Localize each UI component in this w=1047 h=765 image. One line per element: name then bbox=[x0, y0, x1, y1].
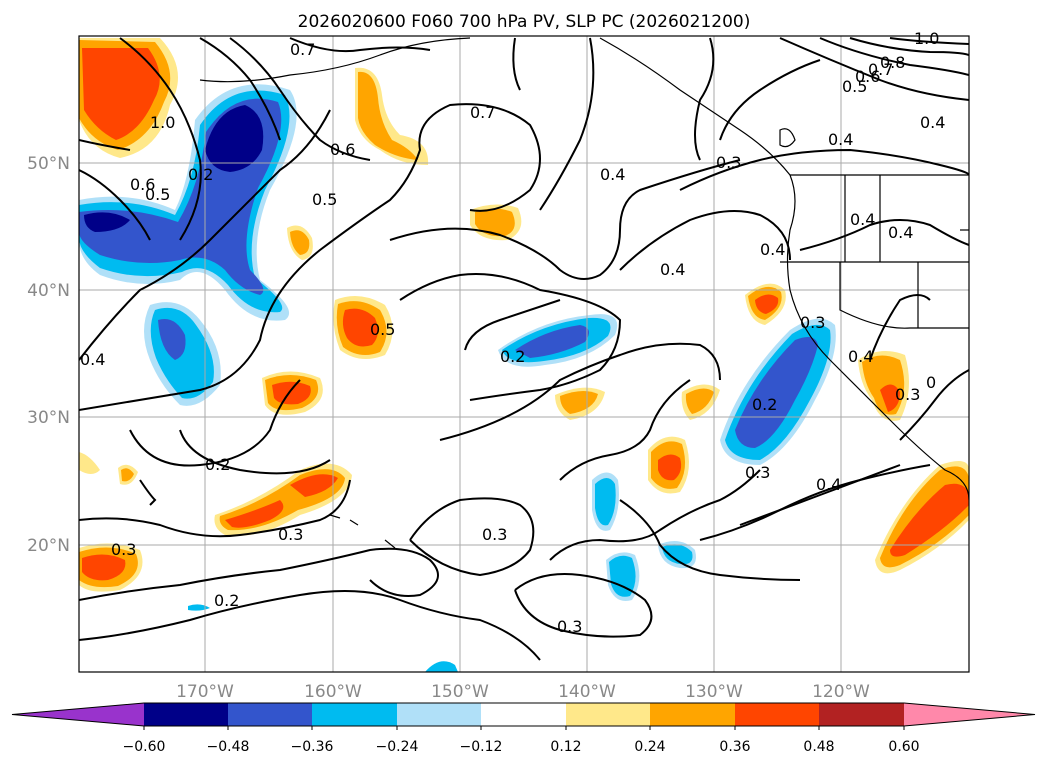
colorbar-tick: 0.36 bbox=[719, 739, 750, 755]
contour-label: 0.2 bbox=[500, 347, 525, 366]
lon-labels: 170°W 160°W 150°W 140°W 130°W 120°W bbox=[176, 682, 870, 702]
colorbar-tick: −0.12 bbox=[460, 739, 503, 755]
contour-label: 0.4 bbox=[660, 260, 685, 279]
contour-label: 0.4 bbox=[828, 130, 853, 149]
colorbar-extension-low bbox=[12, 703, 144, 726]
contour-label: 0.8 bbox=[880, 53, 905, 72]
contour-label: 0.2 bbox=[188, 165, 213, 184]
lon-label: 130°W bbox=[685, 682, 743, 702]
contour-label: 1.0 bbox=[914, 29, 939, 48]
contour-label: 0.7 bbox=[290, 40, 315, 59]
colorbar-tick: −0.48 bbox=[207, 739, 250, 755]
contour-label: 0.7 bbox=[868, 60, 893, 79]
colorbar-segment bbox=[650, 703, 735, 726]
contour-label: 0.3 bbox=[800, 313, 825, 332]
graticule bbox=[79, 36, 969, 672]
contour-label: 0.2 bbox=[214, 591, 239, 610]
contour-label: 0.7 bbox=[470, 103, 495, 122]
contour-label: 0.3 bbox=[482, 525, 507, 544]
colorbar-tick: −0.60 bbox=[123, 739, 166, 755]
colorbar-segment bbox=[397, 703, 481, 726]
colorbar-tick: 0.48 bbox=[803, 739, 834, 755]
contour-label: 0.5 bbox=[312, 190, 337, 209]
lat-label: 50°N bbox=[27, 154, 70, 174]
map-title: 2026020600 F060 700 hPa PV, SLP PC (2026… bbox=[298, 12, 751, 32]
contour-label: 0.3 bbox=[716, 153, 741, 172]
contour-label: 0.6 bbox=[330, 140, 355, 159]
colorbar-tick: 0.12 bbox=[550, 739, 581, 755]
contour-label: 0.6 bbox=[855, 67, 880, 86]
colorbar-extension-high bbox=[904, 703, 1035, 726]
colorbar bbox=[11, 702, 1036, 730]
colorbar-tick: 0.24 bbox=[634, 739, 665, 755]
contour-label: 0.2 bbox=[205, 455, 230, 474]
contour-label: 0.2 bbox=[752, 395, 777, 414]
coastlines bbox=[199, 37, 969, 549]
colorbar-tick-labels: −0.60 −0.48 −0.36 −0.24 −0.12 0.12 0.24 … bbox=[123, 739, 920, 755]
contour-label: 0.4 bbox=[80, 350, 105, 369]
contour-label: 0 bbox=[926, 373, 936, 392]
contour-label: 1.0 bbox=[150, 113, 175, 132]
contour-labels: 0.7 0.7 0.6 0.5 0.4 0.3 0.2 0.2 0.5 0.2 … bbox=[80, 29, 945, 636]
contour-label: 0.4 bbox=[848, 347, 873, 366]
contour-label: 0.3 bbox=[111, 540, 136, 559]
contour-label: 0.4 bbox=[600, 165, 625, 184]
colorbar-tick: −0.36 bbox=[291, 739, 334, 755]
map-frame bbox=[78, 35, 970, 673]
lon-label: 170°W bbox=[176, 682, 234, 702]
slp-contours bbox=[79, 37, 969, 661]
colorbar-tick: −0.24 bbox=[376, 739, 419, 755]
lon-label: 140°W bbox=[558, 682, 616, 702]
colorbar-segment bbox=[312, 703, 397, 726]
contour-label: 0.4 bbox=[816, 475, 841, 494]
lon-label: 160°W bbox=[304, 682, 362, 702]
lon-label: 150°W bbox=[431, 682, 489, 702]
contour-label: 0.5 bbox=[145, 185, 170, 204]
contour-label: 0.5 bbox=[370, 320, 395, 339]
contour-label: 0.3 bbox=[278, 525, 303, 544]
colorbar-segment bbox=[481, 703, 566, 726]
pv-shading bbox=[79, 38, 969, 672]
colorbar-segment bbox=[566, 703, 650, 726]
contour-label: 0.4 bbox=[888, 223, 913, 242]
contour-label: 0.3 bbox=[745, 463, 770, 482]
colorbar-tick: 0.60 bbox=[888, 739, 919, 755]
contour-label: 0.6 bbox=[130, 175, 155, 194]
contour-label: 0.3 bbox=[895, 385, 920, 404]
colorbar-segment bbox=[144, 703, 228, 726]
colorbar-segment bbox=[819, 703, 904, 726]
contour-label: 0.4 bbox=[920, 113, 945, 132]
lat-label: 30°N bbox=[27, 408, 70, 428]
lon-label: 120°W bbox=[812, 682, 870, 702]
contour-label: 0.4 bbox=[760, 240, 785, 259]
contour-label: 0.3 bbox=[557, 617, 582, 636]
contour-label: 0.4 bbox=[850, 210, 875, 229]
lat-label: 20°N bbox=[27, 536, 70, 556]
colorbar-segment bbox=[735, 703, 819, 726]
lat-labels: 50°N 40°N 30°N 20°N bbox=[27, 154, 70, 556]
lat-label: 40°N bbox=[27, 281, 70, 301]
colorbar-segment bbox=[228, 703, 312, 726]
contour-label: 0.5 bbox=[842, 77, 867, 96]
